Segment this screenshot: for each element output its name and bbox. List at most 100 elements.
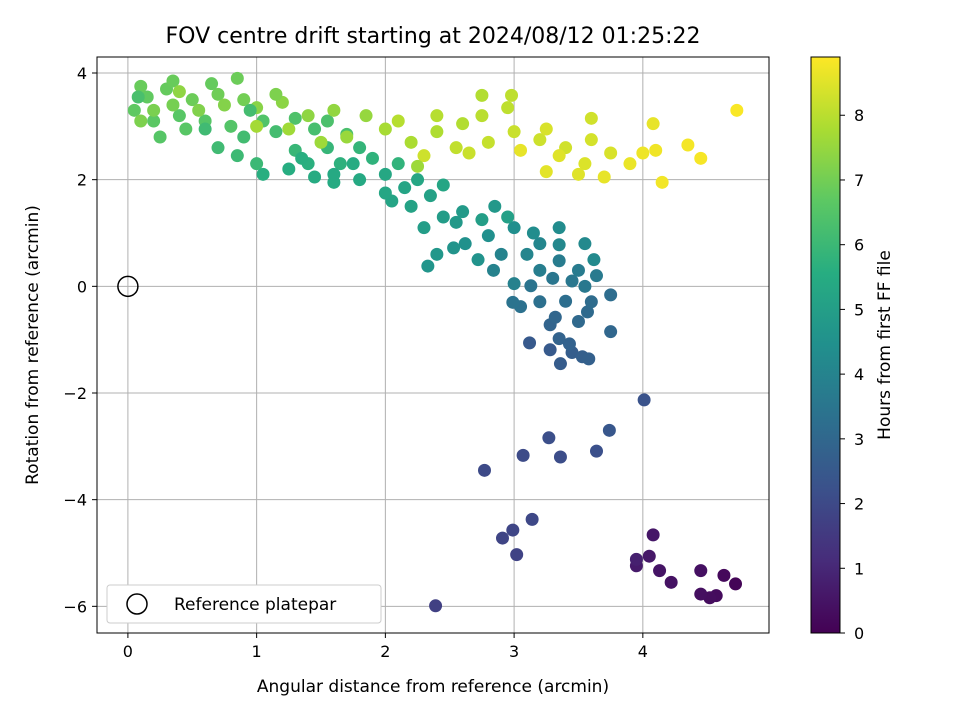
legend-entry-label: Reference platepar (174, 595, 336, 615)
legend-box (106, 584, 382, 624)
data-point (629, 552, 643, 566)
y-axis-label: Rotation from reference (arcmin) (23, 205, 43, 485)
data-point (179, 122, 193, 136)
data-point (584, 133, 598, 147)
data-point (681, 138, 695, 152)
data-point (134, 114, 148, 128)
data-point (153, 130, 167, 144)
data-point (523, 336, 537, 350)
x-tick-label: 3 (509, 642, 519, 661)
data-point (487, 263, 501, 277)
y-axis-ticks: −6 −4 −2 0 2 4 (63, 64, 97, 616)
data-point (462, 146, 476, 160)
plot-frame (96, 56, 770, 634)
data-point (217, 98, 231, 112)
data-point (565, 274, 579, 288)
data-point (447, 241, 461, 255)
data-point (475, 213, 489, 227)
data-point (391, 114, 405, 128)
data-point (475, 88, 489, 102)
data-point (694, 587, 708, 601)
data-point (552, 254, 566, 268)
data-point (411, 173, 425, 187)
data-point (571, 315, 585, 329)
data-point (237, 93, 251, 107)
data-point (653, 564, 667, 578)
data-point (301, 109, 315, 123)
data-point (250, 157, 264, 171)
colorbar-gradient (810, 56, 841, 634)
plot-background (97, 57, 769, 633)
data-point (353, 141, 367, 155)
data-point (602, 423, 616, 437)
data-point (288, 111, 302, 125)
colorbar-ticks: 0 1 2 3 4 5 6 7 8 (840, 106, 864, 643)
data-point (172, 85, 186, 99)
data-point (237, 130, 251, 144)
data-point (584, 111, 598, 125)
data-point (584, 295, 598, 309)
data-point (553, 357, 567, 371)
data-point (694, 151, 708, 165)
x-axis-ticks: 0 1 2 3 4 (123, 633, 648, 661)
data-point (578, 237, 592, 251)
data-point (359, 109, 373, 123)
data-point (539, 165, 553, 179)
data-point (282, 122, 296, 136)
data-point (494, 247, 508, 261)
data-point (559, 294, 573, 308)
data-point (506, 523, 520, 537)
legend: Reference platepar (106, 584, 382, 624)
x-axis-label: Angular distance from reference (arcmin) (257, 677, 609, 697)
data-point (430, 247, 444, 261)
data-point (346, 157, 360, 171)
data-point (421, 259, 435, 273)
data-point (571, 167, 585, 181)
colorbar-tick-label: 8 (854, 106, 864, 125)
data-point (224, 119, 238, 133)
data-point (562, 337, 576, 351)
colorbar-tick-label: 5 (854, 300, 864, 319)
data-point (417, 221, 431, 235)
data-point (166, 74, 180, 88)
data-point (589, 269, 603, 283)
data-point (172, 109, 186, 123)
data-point (729, 577, 743, 591)
data-point (597, 170, 611, 184)
data-point (134, 79, 148, 93)
legend-marker-open-circle (126, 593, 148, 615)
colorbar-label: Hours from first FF file (875, 250, 895, 440)
colorbar-tick-label: 6 (854, 236, 864, 255)
data-point (481, 135, 495, 149)
data-point (649, 143, 663, 157)
data-point (192, 103, 206, 117)
data-point (378, 122, 392, 136)
data-point (589, 444, 603, 458)
scatter-points (127, 71, 744, 613)
data-point (185, 93, 199, 107)
data-point (604, 146, 618, 160)
data-point (604, 288, 618, 302)
data-point (295, 151, 309, 165)
y-tick-label: −2 (63, 384, 87, 403)
data-point (147, 114, 161, 128)
data-point (514, 143, 528, 157)
data-point (694, 564, 708, 578)
data-point (131, 90, 145, 104)
data-point (314, 135, 328, 149)
data-point (552, 332, 566, 346)
data-point (205, 77, 219, 91)
x-tick-label: 4 (638, 642, 648, 661)
data-point (543, 343, 557, 357)
data-point (378, 167, 392, 181)
x-tick-label: 1 (252, 642, 262, 661)
data-point (477, 463, 491, 477)
data-point (507, 125, 521, 139)
data-point (404, 199, 418, 213)
data-point (525, 512, 539, 526)
y-tick-label: 2 (77, 171, 87, 190)
x-tick-label: 0 (123, 642, 133, 661)
data-point (571, 263, 585, 277)
y-tick-label: 4 (77, 64, 87, 83)
colorbar-tick-label: 0 (854, 624, 864, 643)
